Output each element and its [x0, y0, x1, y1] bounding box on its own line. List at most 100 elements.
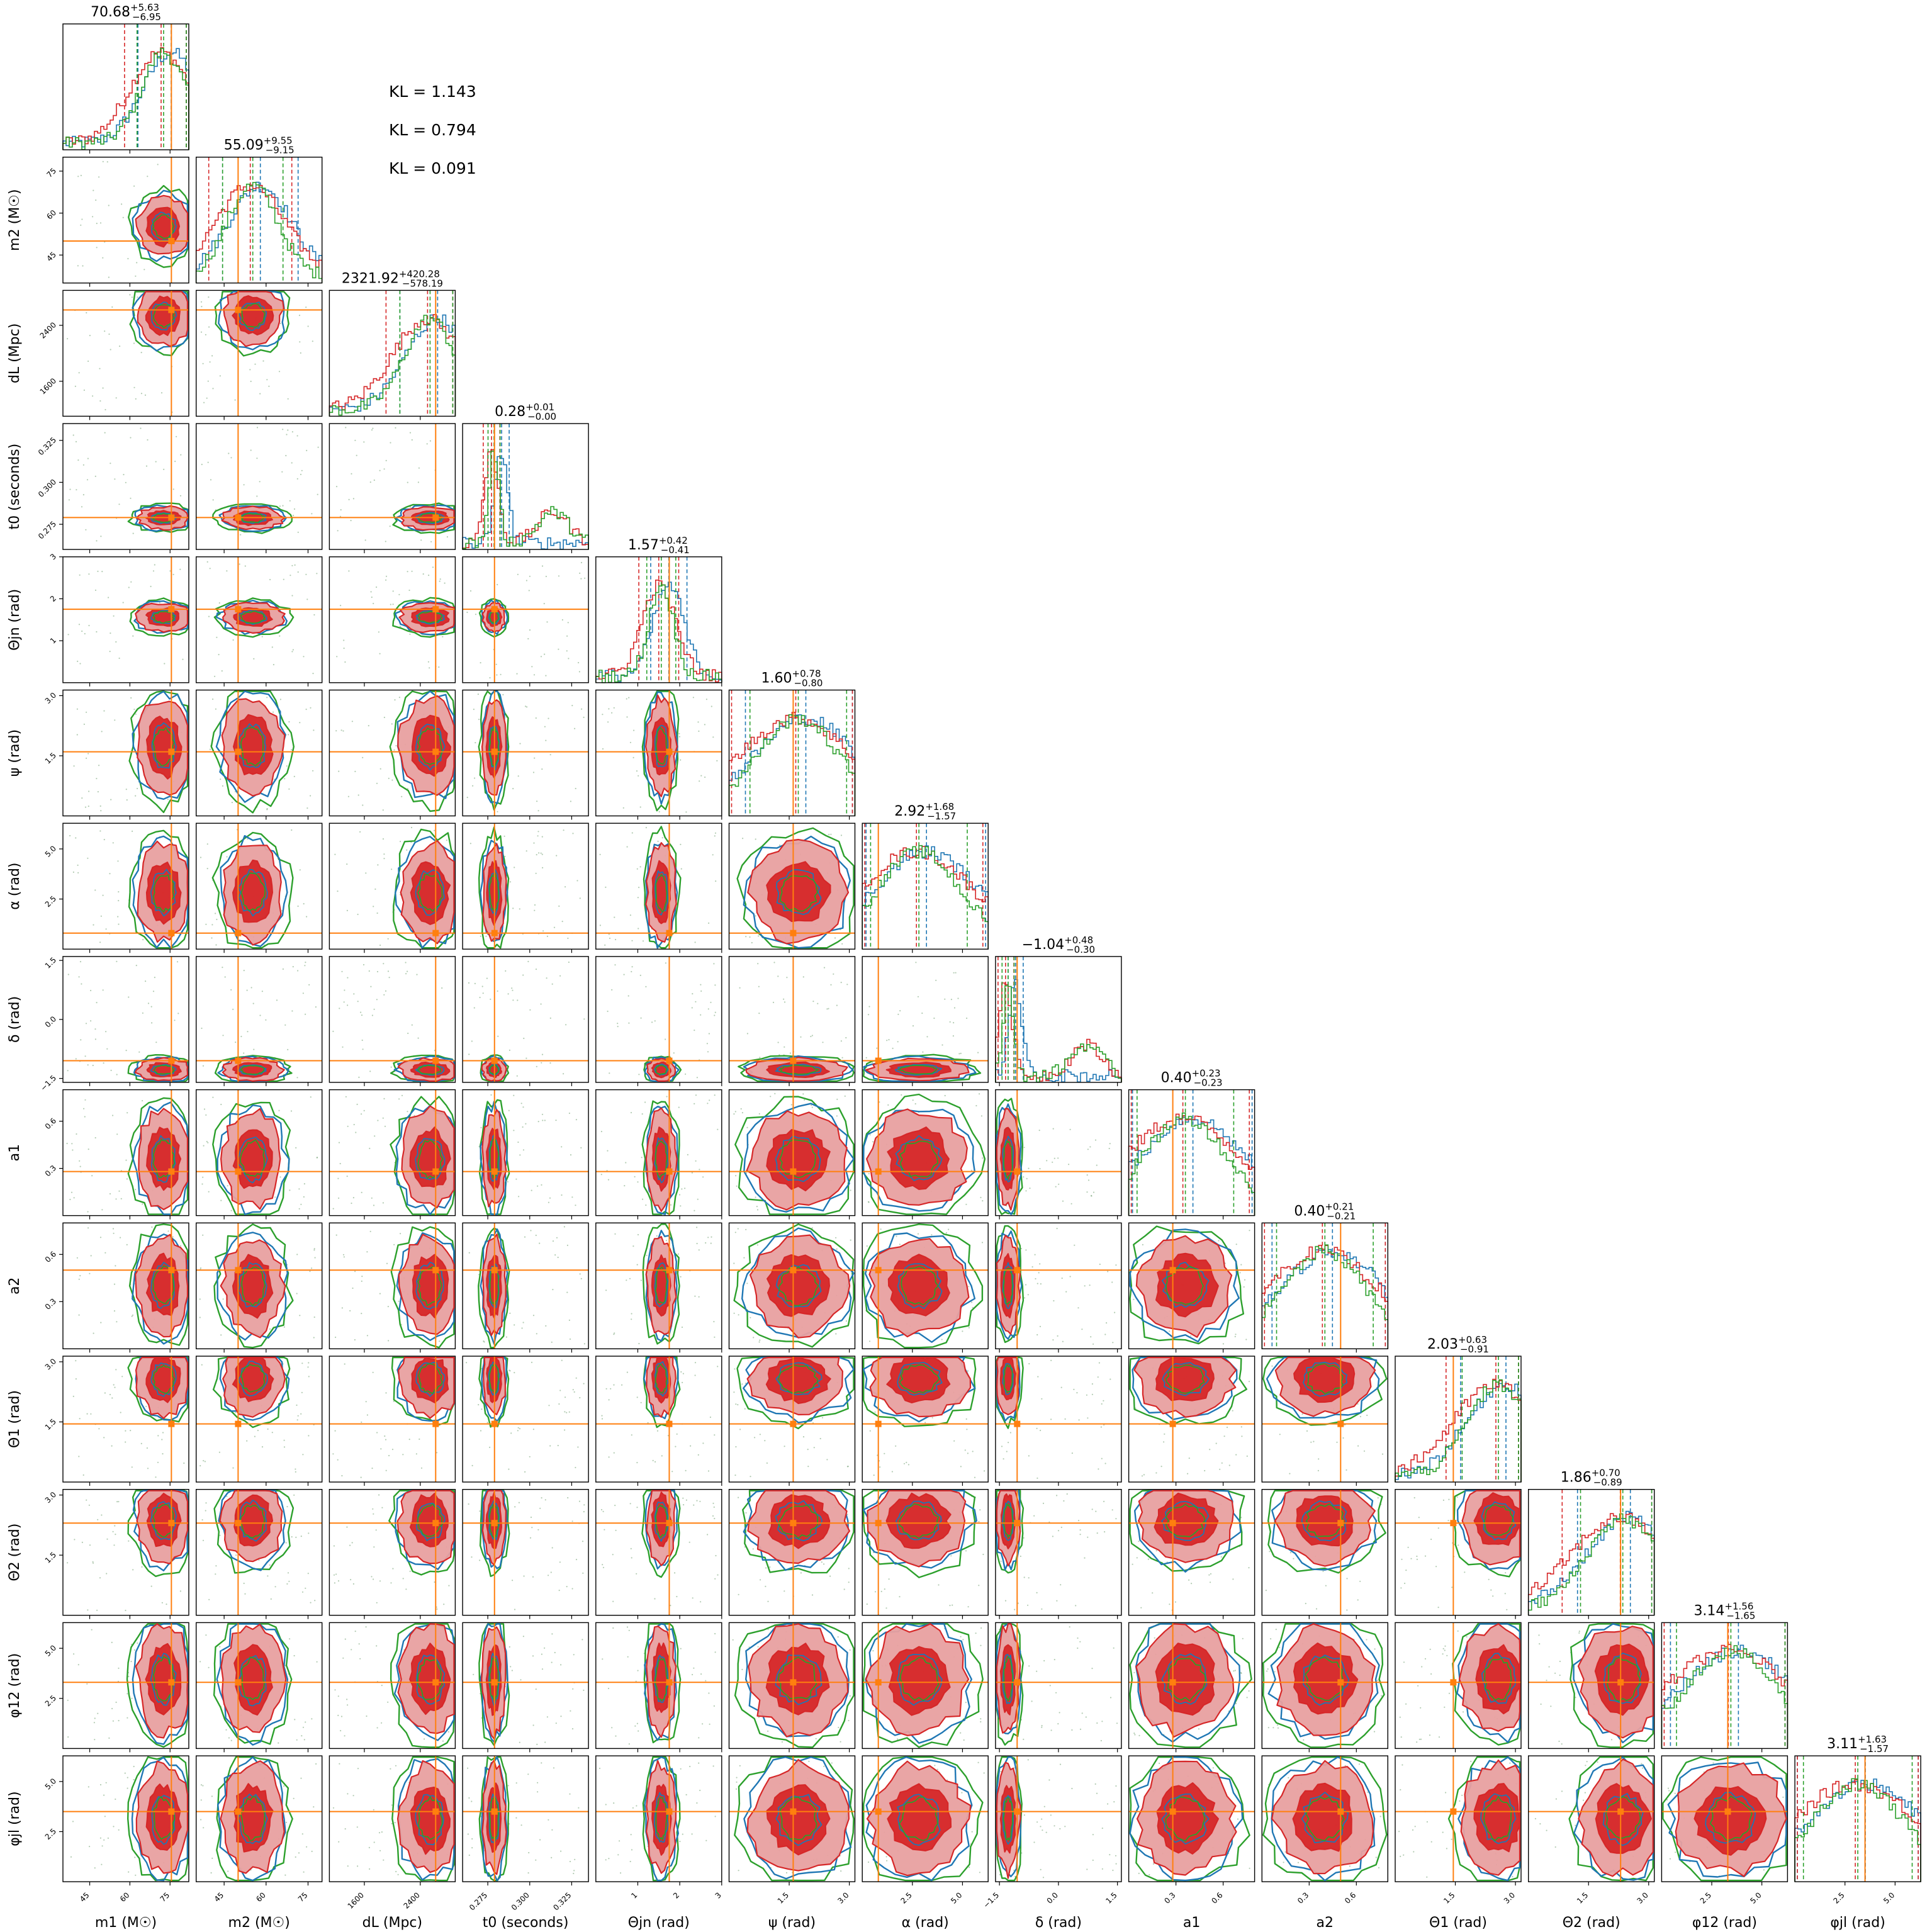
sample-point [545, 675, 547, 677]
sample-point [1065, 1291, 1067, 1293]
truth-marker [790, 1520, 797, 1527]
sample-point [371, 429, 373, 431]
sample-point [98, 765, 100, 767]
contour-0 [213, 597, 295, 638]
sample-point [804, 1099, 806, 1101]
sample-point [161, 1439, 163, 1441]
sample-point [753, 1337, 755, 1339]
sample-point [298, 1852, 300, 1854]
sample-point [912, 1099, 914, 1101]
sample-point [1049, 1685, 1051, 1687]
panel-5-3 [462, 689, 589, 820]
sample-point [1099, 1263, 1101, 1266]
sample-point [296, 478, 298, 480]
sample-point [337, 1714, 339, 1716]
truth-marker [1337, 1679, 1344, 1686]
sample-point [537, 831, 539, 833]
sample-point [1559, 1674, 1561, 1676]
sample-point [544, 1647, 546, 1649]
sample-point [79, 1165, 81, 1167]
sample-point [527, 637, 529, 640]
sample-point [417, 481, 420, 483]
sample-point [354, 770, 356, 772]
sample-point [300, 1413, 302, 1415]
sample-point [1418, 1738, 1420, 1740]
sample-point [291, 1010, 293, 1012]
sample-point [548, 717, 549, 719]
sample-point [583, 1383, 585, 1384]
sample-point [81, 1541, 83, 1543]
sample-point [302, 992, 304, 994]
contour-5 [154, 1064, 175, 1075]
sample-point [737, 1228, 739, 1230]
sample-point [714, 1336, 716, 1338]
sample-point [770, 1096, 772, 1098]
sample-point [1451, 1587, 1453, 1588]
sample-point [541, 853, 543, 855]
sample-point [118, 1720, 120, 1722]
sample-point [1191, 1583, 1193, 1585]
panel-frame [462, 1755, 589, 1882]
panel-frame [62, 423, 189, 550]
sample-point [628, 1629, 630, 1631]
sample-point [549, 1017, 551, 1019]
sample-point [82, 464, 84, 466]
sample-point [680, 843, 682, 845]
sample-point [154, 977, 155, 979]
panel-13-8: 0.3 0.6 [1128, 1755, 1255, 1906]
sample-point [696, 1802, 698, 1804]
sample-point [1400, 1736, 1402, 1738]
sample-point [218, 1451, 220, 1453]
panel-frame [329, 1089, 456, 1216]
sample-point [536, 1333, 537, 1335]
contour-1 [863, 1055, 977, 1082]
sample-point [138, 1051, 140, 1053]
sample-point [525, 580, 528, 581]
sample-point [355, 1132, 357, 1133]
sample-point [78, 624, 81, 626]
sample-point [613, 1384, 615, 1386]
sample-point [73, 1653, 75, 1655]
sample-point [1057, 1723, 1059, 1725]
sample-point [1096, 1532, 1098, 1534]
sample-point [383, 468, 385, 470]
sample-point [915, 962, 917, 963]
y-tick-label: 5.0 [43, 1643, 58, 1658]
sample-point [968, 1286, 970, 1288]
sample-point [230, 1210, 232, 1211]
sample-point [714, 1578, 716, 1580]
sample-point [541, 1184, 542, 1186]
sample-point [278, 1742, 279, 1744]
sample-point [550, 1571, 552, 1573]
sample-point [1377, 1679, 1379, 1682]
sample-point [416, 974, 418, 975]
sample-point [115, 1198, 117, 1200]
contour-0 [211, 831, 294, 949]
sample-point [567, 622, 569, 624]
sample-point [764, 1440, 766, 1442]
contour-5 [899, 1656, 940, 1702]
sample-point [1267, 1668, 1269, 1670]
sample-point [714, 1094, 716, 1096]
sample-point [872, 1141, 874, 1143]
contour-4 [775, 1654, 823, 1705]
panel-title: 1.57+0.42 −0.41 [628, 535, 690, 556]
sample-point [639, 866, 641, 868]
truth-marker [168, 238, 175, 245]
sample-point [542, 1120, 544, 1121]
sample-point [609, 937, 611, 940]
sample-point [575, 787, 576, 790]
sample-point [354, 439, 356, 441]
contour-5 [779, 1139, 816, 1179]
sample-point [480, 1126, 482, 1128]
sample-point [746, 1172, 748, 1174]
histogram-series-2 [862, 845, 989, 950]
contour-4 [654, 870, 668, 916]
sample-point [297, 531, 299, 533]
panel-frame [1261, 1488, 1389, 1616]
sample-point [736, 1185, 738, 1187]
sample-point [88, 1504, 90, 1506]
sample-point [300, 1536, 302, 1537]
sample-point [958, 1053, 960, 1055]
sample-point [552, 1289, 554, 1291]
